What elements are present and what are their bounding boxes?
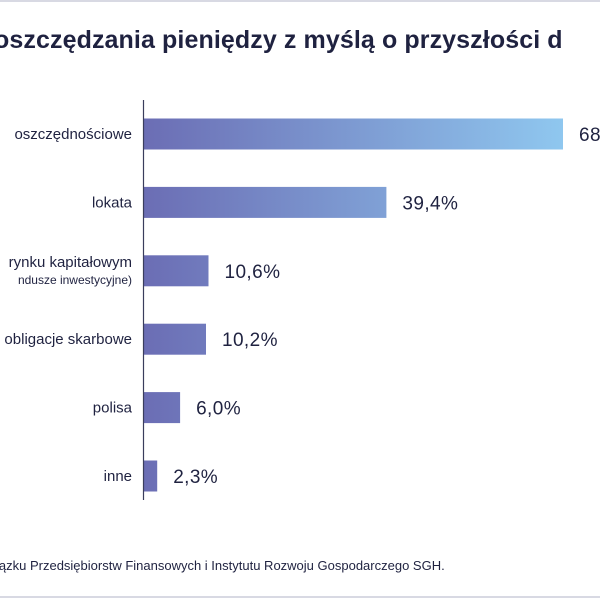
category-label-1: lokata	[92, 194, 133, 211]
labels-layer: oszczędnościowe 68 lokata 39,4% rynku kapita…	[4, 125, 600, 488]
value-label-2: 10,6%	[225, 262, 281, 283]
bar-1	[143, 186, 387, 218]
value-label-1: 39,4%	[402, 193, 458, 214]
value-label-4: 6,0%	[196, 399, 241, 420]
category-label-5: inne	[104, 468, 132, 485]
chart-title: oszczędzania pieniędzy z myślą o przyszł…	[0, 26, 563, 54]
bar-0	[143, 118, 563, 150]
category-label-3: obligacje skarbowe	[4, 331, 132, 348]
bars-layer	[143, 118, 563, 492]
top-rule	[0, 0, 600, 2]
category-label-0: oszczędnościowe	[14, 126, 132, 143]
value-label-0: 68	[579, 125, 600, 146]
bar-5	[143, 460, 158, 492]
category-label-2: rynku kapitałowym	[9, 254, 132, 271]
bar-2	[143, 255, 209, 287]
value-label-5: 2,3%	[173, 467, 218, 488]
source-note: iązku Przedsiębiorstw Finansowych i Inst…	[0, 558, 445, 573]
bar-4	[143, 392, 181, 424]
category-label-4: polisa	[93, 400, 133, 417]
bottom-rule	[0, 596, 600, 598]
bar-3	[143, 323, 206, 355]
category-sublabel-2: ndusze inwestycyjne)	[18, 273, 132, 287]
value-label-3: 10,2%	[222, 330, 278, 351]
